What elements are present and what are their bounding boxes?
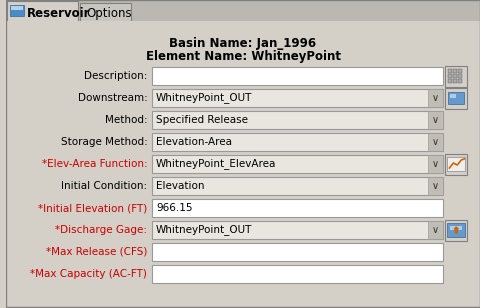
Text: *Initial Elevation (FT): *Initial Elevation (FT): [38, 203, 147, 213]
Text: *Max Release (CFS): *Max Release (CFS): [46, 247, 147, 257]
Bar: [449, 94, 456, 98]
Bar: [457, 69, 461, 73]
Bar: [453, 69, 456, 73]
Text: Storage Method:: Storage Method:: [60, 137, 147, 147]
Text: ∨: ∨: [431, 137, 438, 147]
Bar: [152, 89, 443, 107]
Bar: [427, 221, 443, 239]
Bar: [427, 155, 443, 173]
Bar: [152, 133, 443, 151]
Bar: [152, 265, 443, 283]
Text: WhitneyPoint_ElevArea: WhitneyPoint_ElevArea: [156, 159, 276, 169]
Bar: [447, 69, 451, 73]
Bar: [152, 67, 443, 85]
Bar: [427, 133, 443, 151]
Bar: [444, 66, 466, 87]
Bar: [444, 154, 466, 175]
Text: Reservoir: Reservoir: [27, 7, 90, 20]
Text: WhitneyPoint_OUT: WhitneyPoint_OUT: [156, 92, 252, 103]
Text: ∨: ∨: [431, 115, 438, 125]
Text: *Elev-Area Function:: *Elev-Area Function:: [42, 159, 147, 169]
Bar: [427, 177, 443, 195]
Text: ∨: ∨: [431, 93, 438, 103]
Bar: [152, 221, 443, 239]
Text: Basin Name: Jan_1996: Basin Name: Jan_1996: [169, 37, 316, 50]
Text: Initial Condition:: Initial Condition:: [61, 181, 147, 191]
Bar: [453, 79, 456, 83]
Bar: [457, 79, 461, 83]
Bar: [444, 220, 466, 241]
Bar: [11, 6, 23, 10]
Text: ∨: ∨: [431, 225, 438, 235]
Bar: [427, 89, 443, 107]
FancyBboxPatch shape: [80, 3, 131, 22]
Text: Elevation-Area: Elevation-Area: [156, 137, 232, 147]
Bar: [444, 88, 466, 109]
Bar: [447, 79, 451, 83]
Text: Specified Release: Specified Release: [156, 115, 248, 125]
Bar: [152, 199, 443, 217]
Bar: [427, 111, 443, 129]
Bar: [449, 226, 461, 230]
Bar: [152, 155, 443, 173]
Text: Method:: Method:: [105, 115, 147, 125]
Text: WhitneyPoint_OUT: WhitneyPoint_OUT: [156, 225, 252, 235]
Text: Description:: Description:: [84, 71, 147, 81]
Bar: [152, 243, 443, 261]
Bar: [453, 74, 456, 78]
Bar: [152, 177, 443, 195]
Text: *Max Capacity (AC-FT): *Max Capacity (AC-FT): [30, 269, 147, 279]
Text: Options: Options: [86, 7, 132, 20]
Text: 966.15: 966.15: [156, 203, 192, 213]
FancyBboxPatch shape: [7, 1, 78, 22]
Bar: [446, 157, 464, 171]
Text: ∨: ∨: [431, 181, 438, 191]
Bar: [447, 74, 451, 78]
Text: ∨: ∨: [431, 159, 438, 169]
Text: Elevation: Elevation: [156, 181, 204, 191]
FancyArrow shape: [454, 227, 457, 233]
Text: Element Name: WhitneyPoint: Element Name: WhitneyPoint: [145, 50, 340, 63]
Bar: [446, 223, 464, 237]
Bar: [152, 111, 443, 129]
Bar: [457, 74, 461, 78]
Text: Downstream:: Downstream:: [77, 93, 147, 103]
Bar: [447, 92, 463, 104]
Bar: [10, 5, 24, 16]
Text: *Discharge Gage:: *Discharge Gage:: [55, 225, 147, 235]
Bar: [6, 0, 480, 22]
